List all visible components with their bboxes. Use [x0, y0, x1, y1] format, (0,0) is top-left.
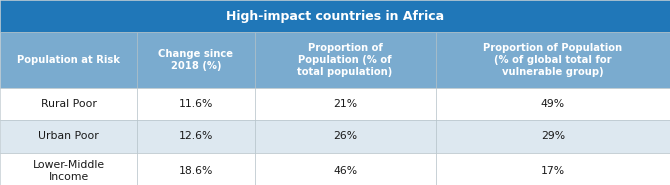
- Text: Lower-Middle
Income: Lower-Middle Income: [33, 160, 105, 182]
- Text: 49%: 49%: [541, 99, 565, 109]
- Text: 26%: 26%: [333, 131, 357, 142]
- Text: Proportion of Population
(% of global total for
vulnerable group): Proportion of Population (% of global to…: [483, 43, 622, 77]
- Text: 18.6%: 18.6%: [179, 166, 213, 176]
- Bar: [436, 32, 670, 88]
- Text: Change since
2018 (%): Change since 2018 (%): [159, 49, 233, 71]
- Text: Rural Poor: Rural Poor: [41, 99, 96, 109]
- Bar: [255, 88, 436, 120]
- Bar: [0, 120, 137, 153]
- Text: Urban Poor: Urban Poor: [38, 131, 99, 142]
- Bar: [0, 32, 137, 88]
- Bar: [255, 153, 436, 185]
- Bar: [0, 88, 137, 120]
- Bar: [436, 153, 670, 185]
- Text: 17%: 17%: [541, 166, 565, 176]
- Bar: [436, 120, 670, 153]
- Bar: [137, 32, 255, 88]
- Bar: [0, 0, 670, 32]
- Bar: [137, 120, 255, 153]
- Bar: [137, 88, 255, 120]
- Text: 46%: 46%: [333, 166, 357, 176]
- Text: 21%: 21%: [333, 99, 357, 109]
- Text: 29%: 29%: [541, 131, 565, 142]
- Text: Proportion of
Population (% of
total population): Proportion of Population (% of total pop…: [297, 43, 393, 77]
- Bar: [436, 88, 670, 120]
- Text: 11.6%: 11.6%: [179, 99, 213, 109]
- Bar: [255, 120, 436, 153]
- Text: 12.6%: 12.6%: [179, 131, 213, 142]
- Text: High-impact countries in Africa: High-impact countries in Africa: [226, 10, 444, 23]
- Bar: [0, 153, 137, 185]
- Text: Population at Risk: Population at Risk: [17, 55, 120, 65]
- Bar: [255, 32, 436, 88]
- Bar: [137, 153, 255, 185]
